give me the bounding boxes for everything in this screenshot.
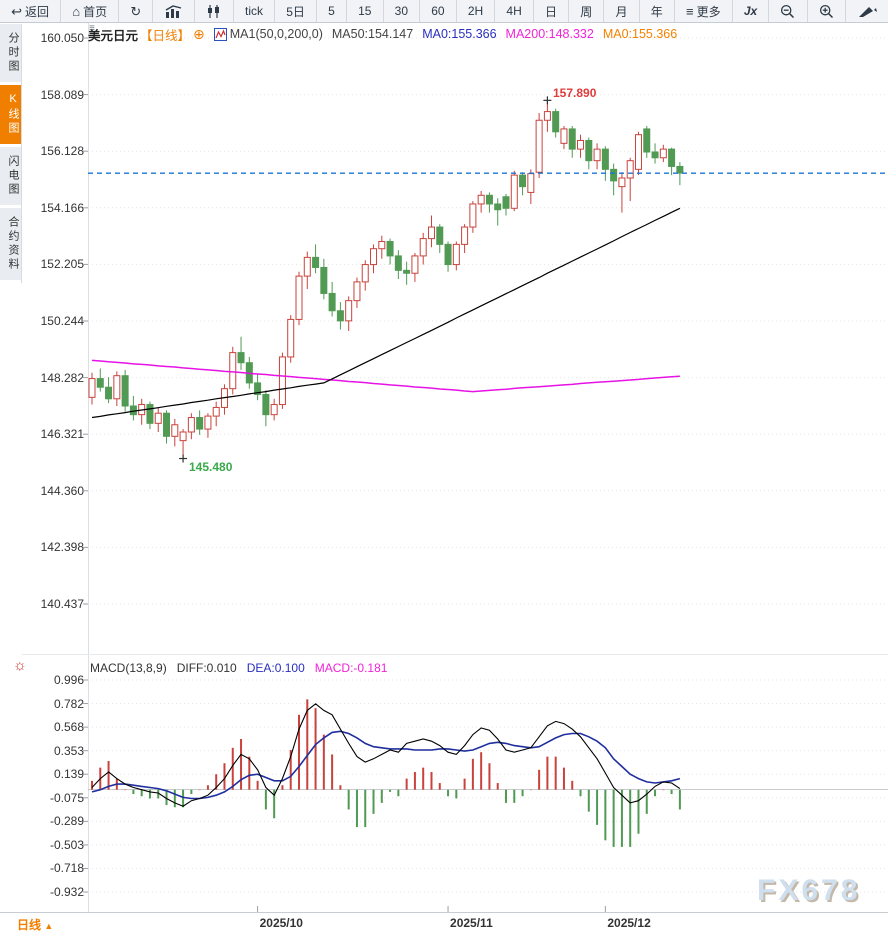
symbol-name: 美元日元: [88, 28, 139, 43]
price-axis-label: 148.282: [40, 370, 84, 385]
macd-diff-value: DIFF:0.010: [176, 661, 237, 675]
period-button-60[interactable]: 60: [420, 0, 457, 22]
period-button-年[interactable]: 年: [640, 0, 675, 22]
macd-axis-label: 0.996: [53, 673, 84, 687]
more-icon: ≡: [686, 3, 694, 19]
period-button-月[interactable]: 月: [604, 0, 640, 22]
macd-axis-label: 0.353: [53, 743, 84, 758]
macd-axis-label: -0.503: [49, 837, 84, 852]
refresh-icon: ↻: [130, 3, 142, 19]
macd-title: MACD(13,8,9): [90, 661, 167, 675]
draw-button[interactable]: [846, 0, 888, 22]
sidebar-tab-合约资料[interactable]: 合约资料: [0, 208, 21, 280]
x-axis-label: 2025/11: [450, 916, 493, 930]
period-button-tick[interactable]: tick: [234, 0, 276, 22]
ma-settings-label[interactable]: MA1(50,0,200,0): [229, 27, 323, 41]
ma-chart-icon: [213, 27, 227, 41]
period-button-30[interactable]: 30: [384, 0, 421, 22]
x-axis-label: 2025/12: [607, 916, 651, 930]
macd-header: MACD(13,8,9) DIFF:0.010 DEA:0.100 MACD:-…: [90, 661, 387, 675]
fx678-watermark: FX678: [757, 874, 861, 907]
period-button-15[interactable]: 15: [347, 0, 384, 22]
ma0-orange-value: MA0:155.366: [602, 27, 678, 41]
macd-axis-label: 0.568: [53, 720, 84, 735]
period-button-日[interactable]: 日: [534, 0, 570, 22]
home-label: 首页: [83, 4, 108, 19]
kline-style-button[interactable]: [195, 0, 234, 22]
period-button-5[interactable]: 5: [317, 0, 347, 22]
macd-axis-label: -0.932: [49, 885, 84, 900]
ma200-value: MA200:148.332: [505, 27, 594, 41]
period-button-2H[interactable]: 2H: [457, 0, 496, 22]
back-label: 返回: [25, 4, 50, 19]
zoom-in-icon: [819, 4, 833, 18]
back-icon: ↩: [11, 3, 23, 19]
sidebar-tab-K线图[interactable]: K线图: [0, 85, 21, 144]
more-label: 更多: [696, 4, 721, 19]
zoom-out-button[interactable]: [769, 0, 808, 22]
price-axis-label: 160.050: [40, 31, 84, 45]
price-axis-label: 140.437: [40, 597, 84, 611]
triangle-up-icon: ▲: [44, 921, 54, 931]
macd-axis-label: -0.289: [49, 814, 84, 829]
top-toolbar: ↩ 返回 ⌂ 首页 ↻ tick 5日 5 15 30 60 2H 4H 日周月年 ≡ 更多 J…: [0, 0, 888, 23]
period-button-周[interactable]: 周: [569, 0, 605, 22]
x-axis-label: 2025/10: [259, 916, 303, 930]
symbol-header: 美元日元 【日线】 ⊕ MA1(50,0,200,0) MA50:154.147…: [88, 26, 678, 43]
bottom-axis-bar: 日线 ▲ 2025/10 2025/11 2025/12: [0, 913, 888, 935]
macd-axis-label: -0.718: [49, 861, 84, 876]
chart-type-tabs: 分时图 K线图闪电图合约资料: [0, 24, 22, 283]
ma50-value: MA50:154.147: [331, 27, 414, 41]
more-button[interactable]: ≡ 更多: [675, 0, 733, 22]
fx-icon: Jx: [743, 4, 758, 18]
kline-style-icon: [207, 4, 219, 18]
low-price-annotation: 145.480: [189, 460, 233, 474]
home-button[interactable]: ⌂ 首页: [61, 0, 120, 22]
add-indicator-icon[interactable]: ⊕: [193, 26, 205, 42]
ma0-blue-value: MA0:155.366: [422, 27, 497, 41]
period-button-4H[interactable]: 4H: [495, 0, 534, 22]
price-axis-label: 152.205: [40, 257, 84, 272]
volume-chart-button[interactable]: [153, 0, 195, 22]
macd-axis-label: -0.075: [49, 790, 84, 805]
price-axis-label: 142.398: [40, 540, 84, 555]
price-axis-label: 158.089: [40, 87, 84, 102]
period-dropdown-label: 日线: [17, 918, 42, 932]
back-button[interactable]: ↩ 返回: [0, 0, 62, 22]
fx-indicator-button[interactable]: Jx: [733, 0, 770, 22]
macd-dea-value: DEA:0.100: [246, 661, 305, 675]
macd-settings-icon[interactable]: ☼: [13, 657, 27, 674]
symbol-period-tag: 【日线】: [140, 28, 191, 43]
home-icon: ⌂: [72, 3, 81, 19]
volume-chart-icon: [165, 4, 181, 18]
zoom-in-button[interactable]: [808, 0, 846, 22]
price-axis-label: 154.166: [40, 200, 84, 215]
high-price-annotation: 157.890: [553, 86, 597, 100]
zoom-out-icon: [781, 4, 795, 18]
sidebar-tab-闪电图[interactable]: 闪电图: [0, 147, 21, 205]
refresh-button[interactable]: ↻: [119, 0, 154, 22]
price-axis-label: 146.321: [40, 427, 84, 442]
period-button-5日[interactable]: 5日: [275, 0, 318, 22]
period-dropdown[interactable]: 日线 ▲: [17, 916, 53, 933]
price-axis-label: 144.360: [40, 483, 84, 498]
macd-axis-label: 0.782: [53, 696, 84, 711]
macd-axis-label: 0.139: [53, 767, 84, 782]
sidebar-tab-分时图[interactable]: 分时图: [0, 24, 21, 82]
draw-pencil-icon: [858, 6, 877, 17]
price-axis-label: 156.128: [40, 144, 84, 159]
price-axis-label: 150.244: [40, 314, 84, 328]
pane-handle-icon[interactable]: ≡: [89, 23, 95, 34]
macd-macd-value: MACD:-0.181: [314, 661, 388, 675]
